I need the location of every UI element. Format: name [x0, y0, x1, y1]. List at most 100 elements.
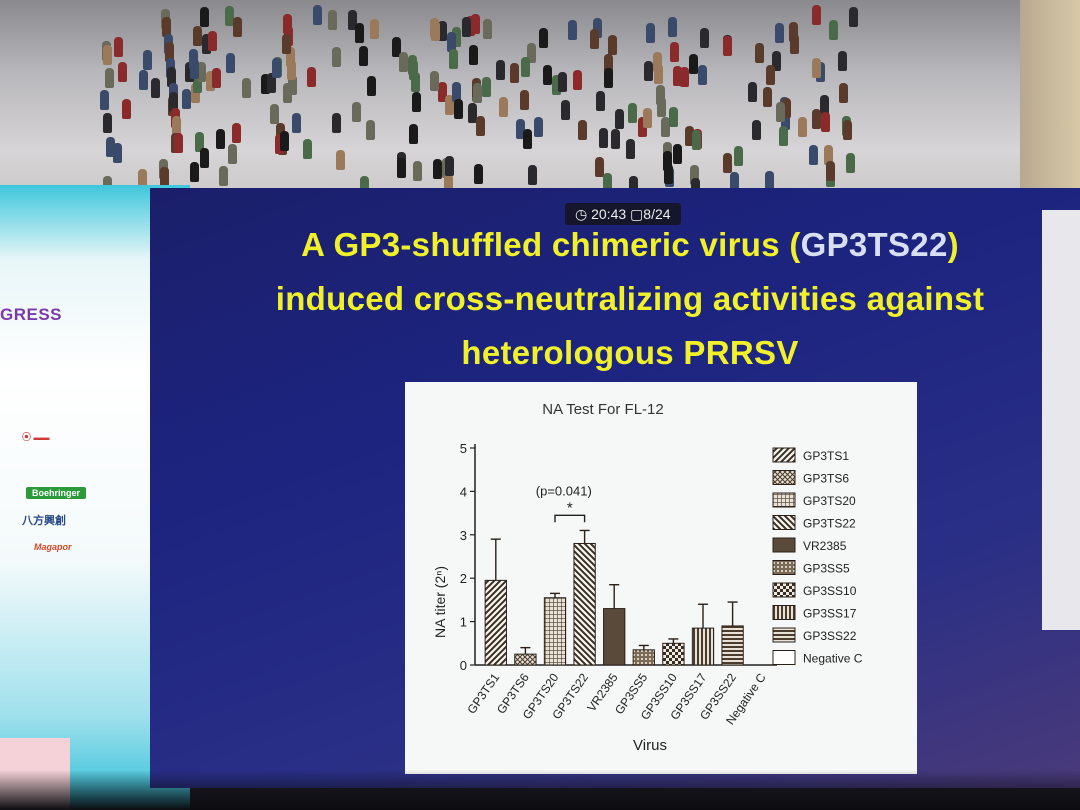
status-time: 20:43 [591, 206, 627, 222]
crowd-figure [409, 59, 419, 80]
crowd-figure [366, 120, 376, 141]
crowd-figure [668, 106, 678, 127]
legend-label: GP3TS20 [803, 494, 856, 508]
crowd-figure [685, 126, 695, 147]
crowd-figure [755, 42, 765, 63]
crowd-figure [159, 167, 169, 188]
crowd-figure [821, 111, 831, 132]
bar-GP3SS10 [662, 642, 685, 666]
crowd-figure [391, 37, 401, 58]
crowd-figure [595, 90, 605, 111]
legend-swatch-GP3TS6 [772, 470, 796, 485]
crowd-figure [398, 52, 408, 73]
crowd-figure [751, 119, 761, 140]
crowd-figure [231, 122, 241, 143]
crowd-figure [522, 128, 532, 149]
crowd-figure [354, 23, 364, 44]
crowd-figure [360, 176, 370, 197]
crowd-figure [171, 116, 181, 137]
y-tick-label: 4 [460, 484, 467, 499]
crowd-figure [215, 128, 225, 149]
crowd-figure [572, 69, 582, 90]
legend-swatch-GP3SS22 [772, 627, 796, 643]
crowd-figure [826, 161, 836, 182]
crowd-figure [557, 72, 567, 93]
crowd-figure [206, 71, 216, 92]
crowd-figure [595, 157, 605, 178]
status-bar: ◷ 20:43 ▢8/24 [565, 203, 681, 225]
crowd-figure [281, 34, 291, 55]
crowd-figure [660, 117, 670, 138]
crowd-figure [211, 68, 221, 89]
crowd-figure [642, 107, 652, 128]
crowd-figure [232, 17, 242, 38]
legend-swatch-GP3SS17 [772, 605, 796, 620]
crowd-figure [445, 156, 455, 177]
crowd-figure [241, 78, 251, 99]
crowd-figure [809, 145, 819, 166]
chart-title: NA Test For FL-12 [542, 401, 663, 418]
legend-label: GP3TS1 [803, 449, 849, 463]
crowd-figure [499, 97, 509, 118]
title-line1-a: A GP3-shuffled chimeric virus ( [301, 226, 801, 263]
crowd-figure [443, 174, 453, 195]
crowd-figure [200, 147, 210, 168]
crowd-figure [282, 13, 292, 34]
crowd-figure [200, 7, 210, 28]
crowd-figure [167, 66, 177, 87]
crowd-figure [307, 66, 317, 87]
crowd-figure [118, 61, 128, 82]
bar-GP3TS22 [573, 542, 596, 666]
crowd-figure [495, 60, 505, 81]
crowd-figure [433, 159, 442, 180]
legend-swatch-GP3SS10 [772, 582, 796, 598]
crowd-figure [560, 99, 570, 120]
crowd-figure [614, 109, 624, 130]
crowd-figure [656, 84, 666, 105]
crowd-figure [227, 144, 237, 165]
crowd-figure [447, 32, 457, 53]
crowd-figure [286, 47, 296, 68]
crowd-figure [667, 16, 677, 37]
crowd-figure [602, 173, 612, 194]
crowd-figure [112, 142, 122, 163]
legend-label: VR2385 [803, 539, 847, 553]
bar-GP3SS5 [632, 649, 655, 666]
crowd-figure [811, 109, 821, 130]
crowd-figure [137, 169, 147, 190]
crowd-figure [789, 21, 799, 42]
crowd-figure [782, 97, 792, 118]
crowd-figure [837, 51, 847, 72]
bar-GP3SS17 [691, 627, 715, 666]
y-tick-label: 2 [460, 571, 467, 586]
y-tick-label: 3 [460, 528, 467, 543]
crowd-figure [733, 146, 743, 167]
crowd-figure [302, 139, 312, 160]
crowd-figure [552, 75, 562, 96]
crowd-figure [312, 5, 322, 25]
crowd-figure [679, 66, 689, 87]
crowd-figure [151, 78, 161, 99]
legend-label: GP3SS5 [803, 562, 850, 576]
crowd-figure [527, 42, 537, 63]
p-value-label: (p=0.041) [536, 483, 592, 498]
crowd-figure [219, 166, 229, 187]
crowd-figure [672, 144, 682, 165]
legend-swatch-GP3SS5 [772, 560, 796, 575]
crowd-figure [819, 95, 829, 116]
side-screen-edge [1042, 210, 1080, 630]
crowd-figure [102, 44, 112, 65]
crowd-figure [589, 28, 599, 49]
sponsor-logo-2: Boehringer [26, 487, 87, 499]
crowd-figure [351, 102, 361, 123]
crowd-figure [842, 120, 852, 141]
backdrop-wall [1020, 0, 1080, 215]
crowd-figure [637, 116, 647, 137]
crowd-figure [672, 66, 682, 87]
crowd-figure [510, 62, 520, 83]
crowd-figure [646, 23, 656, 44]
crowd-figure [829, 19, 839, 40]
legend-label: GP3SS22 [803, 629, 857, 643]
crowd-figure [332, 112, 342, 133]
crowd-figure [335, 150, 345, 171]
